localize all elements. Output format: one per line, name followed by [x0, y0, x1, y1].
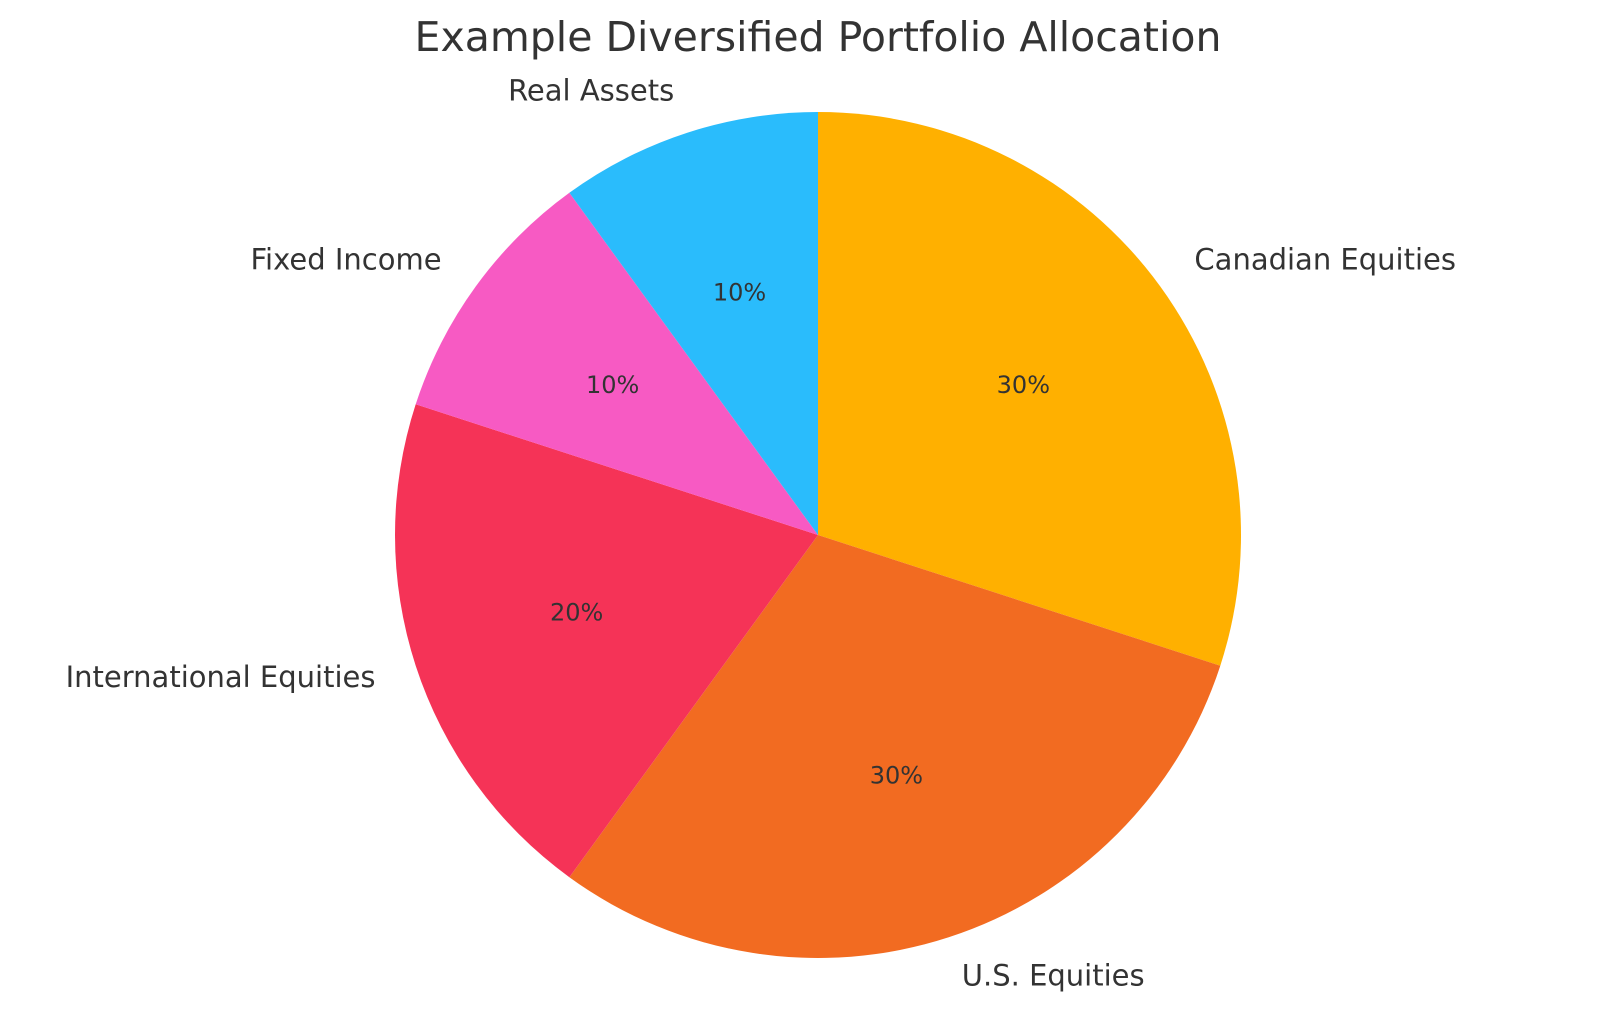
value-label: 10%	[713, 279, 766, 307]
value-label: 10%	[586, 371, 639, 399]
value-label: 30%	[870, 761, 923, 789]
value-label: 20%	[550, 598, 603, 626]
chart-title: Example Diversified Portfolio Allocation	[415, 13, 1222, 61]
pie-slice	[569, 112, 818, 535]
pie-slice	[569, 535, 1221, 958]
pie-slice	[394, 404, 818, 878]
slice-label: U.S. Equities	[962, 959, 1145, 993]
slice-label: Canadian Equities	[1194, 243, 1456, 277]
slice-label: Real Assets	[508, 73, 674, 107]
slice-label: Fixed Income	[250, 243, 441, 277]
value-label: 30%	[997, 371, 1050, 399]
pie-slice	[415, 192, 818, 535]
slice-label: International Equities	[66, 660, 376, 694]
pie-slice	[818, 112, 1241, 666]
